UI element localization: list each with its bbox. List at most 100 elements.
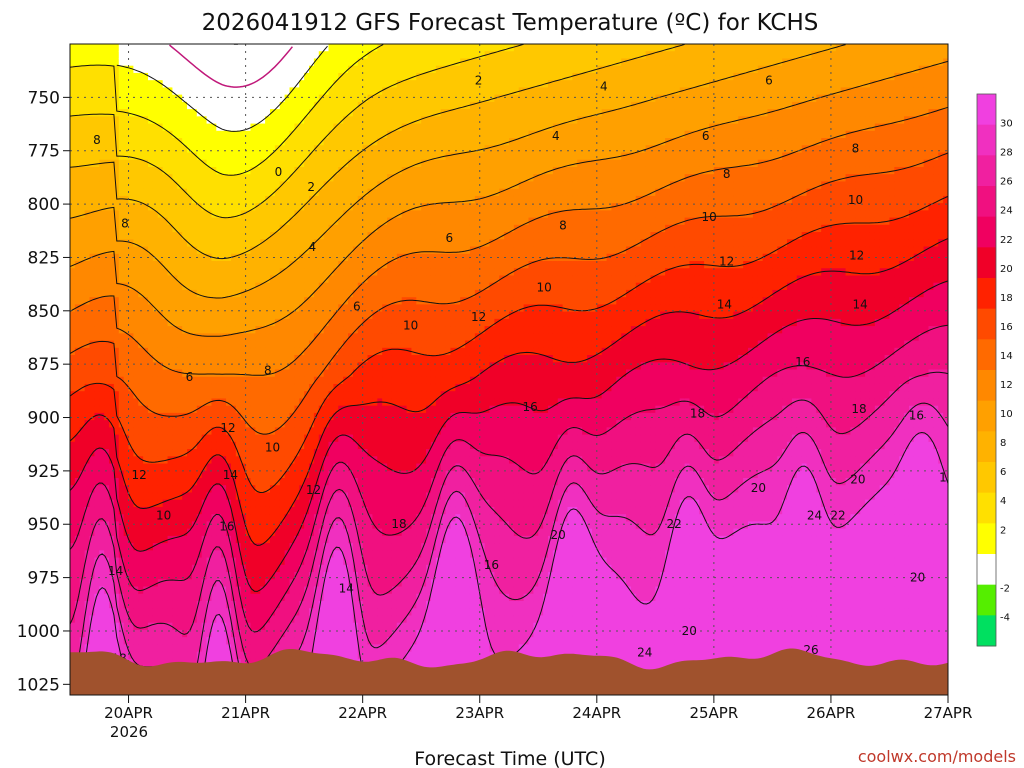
band-cell (123, 166, 130, 175)
band-cell (74, 564, 81, 573)
band-cell (118, 644, 125, 653)
band-cell (206, 51, 213, 60)
band-cell (177, 405, 183, 414)
band-cell (162, 87, 169, 96)
band-cell (113, 65, 120, 74)
band-cell (235, 420, 242, 428)
band-cell (182, 289, 188, 298)
band-cell (152, 383, 159, 392)
band-cell (230, 463, 237, 472)
band-cell (113, 427, 120, 436)
band-cell (94, 101, 100, 110)
band-cell (133, 44, 139, 52)
band-cell (162, 629, 169, 638)
band-cell (118, 123, 125, 132)
band-cell (269, 101, 276, 110)
band-cell (338, 181, 344, 190)
band-cell (84, 166, 91, 175)
band-cell (104, 188, 110, 197)
band-cell (269, 181, 276, 190)
band-cell (191, 369, 198, 378)
band-cell (328, 456, 334, 465)
band-cell (157, 268, 164, 277)
band-cell (333, 311, 339, 320)
band-cell (294, 506, 300, 515)
band-cell (74, 586, 81, 595)
band-cell (333, 123, 339, 132)
band-cell (255, 138, 261, 146)
band-cell (250, 398, 256, 407)
band-cell (152, 550, 159, 559)
band-cell (94, 420, 100, 428)
band-cell (245, 470, 252, 479)
band-cell (99, 152, 105, 161)
band-cell (152, 65, 159, 74)
band-cell (157, 637, 164, 645)
band-cell (221, 44, 227, 52)
band-cell (328, 195, 334, 204)
band-cell (74, 109, 81, 117)
band-cell (123, 72, 130, 81)
band-cell (94, 72, 100, 81)
band-cell (99, 224, 105, 233)
band-cell (323, 557, 330, 566)
band-cell (206, 441, 213, 450)
band-cell (265, 499, 271, 508)
band-cell (104, 326, 110, 334)
band-cell (138, 478, 144, 486)
band-cell (284, 550, 291, 559)
band-cell (333, 362, 339, 371)
band-cell (255, 72, 261, 81)
band-cell (187, 449, 193, 457)
band-cell (250, 441, 256, 450)
band-cell (235, 355, 242, 363)
band-cell (211, 492, 217, 501)
band-cell (289, 326, 295, 334)
band-cell (274, 593, 281, 602)
band-cell (265, 463, 271, 472)
band-cell (157, 174, 164, 183)
band-cell (274, 427, 281, 436)
band-cell (172, 261, 178, 269)
band-cell (260, 369, 266, 378)
band-cell (167, 145, 174, 154)
band-cell (182, 492, 188, 501)
band-cell (226, 398, 232, 407)
band-cell (289, 239, 295, 248)
band-cell (250, 499, 256, 508)
band-cell (221, 629, 227, 638)
band-cell (182, 80, 188, 88)
band-cell (250, 543, 256, 551)
band-cell (187, 550, 193, 559)
band-cell (260, 166, 266, 175)
band-cell (84, 145, 91, 154)
band-cell (201, 485, 208, 494)
band-cell (99, 543, 105, 551)
band-cell (313, 362, 320, 371)
band-cell (167, 101, 174, 110)
band-cell (133, 268, 139, 277)
band-cell (284, 441, 291, 450)
band-cell (94, 521, 100, 530)
band-cell (245, 152, 252, 161)
band-cell (177, 253, 183, 262)
band-cell (226, 246, 232, 255)
band-cell (260, 261, 266, 269)
band-cell (196, 369, 203, 378)
band-cell (260, 557, 266, 566)
band-cell (201, 441, 208, 450)
band-cell (182, 637, 188, 645)
band-cell (138, 297, 144, 305)
band-cell (245, 347, 252, 356)
band-cell (148, 181, 154, 190)
band-cell (177, 130, 183, 139)
band-cell (74, 326, 81, 334)
band-cell (70, 210, 76, 219)
band-cell (89, 275, 95, 284)
band-cell (269, 311, 276, 320)
band-cell (157, 44, 164, 52)
band-cell (333, 644, 339, 653)
band-cell (245, 44, 252, 52)
band-cell (318, 391, 325, 400)
band-cell (201, 217, 208, 226)
